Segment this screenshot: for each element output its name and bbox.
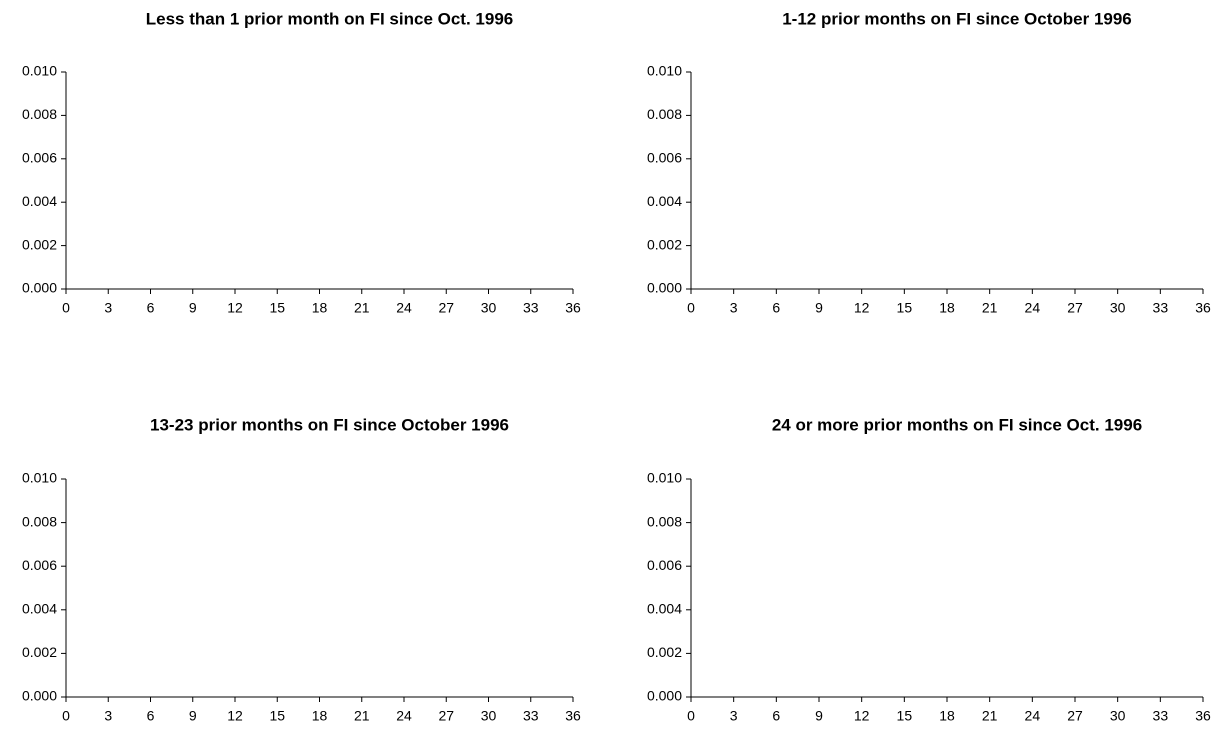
x-tick-label: 24 xyxy=(1025,300,1041,316)
x-tick-label: 9 xyxy=(189,300,197,316)
x-tick-label: 27 xyxy=(438,300,454,316)
chart-title: 1-12 prior months on FI since October 19… xyxy=(782,9,1132,28)
x-tick-label: 33 xyxy=(1153,708,1169,724)
x-tick-label: 21 xyxy=(982,708,998,724)
x-tick-label: 3 xyxy=(730,300,738,316)
x-tick-label: 36 xyxy=(1195,300,1211,316)
y-tick-label: 0.002 xyxy=(22,236,57,252)
y-tick-label: 0.000 xyxy=(647,280,682,296)
x-tick-label: 18 xyxy=(312,708,328,724)
x-tick-label: 36 xyxy=(565,708,581,724)
x-tick-label: 21 xyxy=(354,300,370,316)
x-tick-label: 33 xyxy=(523,708,539,724)
x-tick-label: 12 xyxy=(854,708,870,724)
x-tick-label: 33 xyxy=(523,300,539,316)
y-tick-label: 0.004 xyxy=(22,601,57,617)
x-tick-label: 0 xyxy=(62,708,70,724)
x-tick-label: 18 xyxy=(312,300,328,316)
x-tick-label: 3 xyxy=(730,708,738,724)
x-tick-label: 27 xyxy=(1067,708,1083,724)
y-tick-label: 0.008 xyxy=(647,513,682,529)
x-tick-label: 3 xyxy=(104,300,112,316)
x-tick-label: 30 xyxy=(1110,708,1126,724)
x-tick-label: 3 xyxy=(104,708,112,724)
x-tick-label: 36 xyxy=(565,300,581,316)
x-tick-label: 9 xyxy=(189,708,197,724)
y-tick-label: 0.006 xyxy=(22,557,57,573)
x-tick-label: 6 xyxy=(147,708,155,724)
x-tick-label: 0 xyxy=(687,708,695,724)
y-tick-label: 0.010 xyxy=(647,63,682,79)
x-tick-label: 33 xyxy=(1153,300,1169,316)
x-tick-label: 0 xyxy=(62,300,70,316)
x-tick-label: 12 xyxy=(227,300,243,316)
x-tick-label: 6 xyxy=(772,708,780,724)
x-tick-label: 18 xyxy=(939,300,955,316)
y-tick-label: 0.002 xyxy=(647,644,682,660)
x-tick-label: 6 xyxy=(147,300,155,316)
x-tick-label: 15 xyxy=(269,708,285,724)
x-tick-label: 9 xyxy=(815,708,823,724)
x-tick-label: 15 xyxy=(897,708,913,724)
y-tick-label: 0.004 xyxy=(647,601,682,617)
x-tick-label: 15 xyxy=(897,300,913,316)
y-tick-label: 0.010 xyxy=(22,63,57,79)
x-tick-label: 24 xyxy=(396,300,412,316)
x-tick-label: 24 xyxy=(1025,708,1041,724)
x-tick-label: 12 xyxy=(227,708,243,724)
x-tick-label: 30 xyxy=(1110,300,1126,316)
x-tick-label: 12 xyxy=(854,300,870,316)
x-tick-label: 36 xyxy=(1195,708,1211,724)
x-tick-label: 30 xyxy=(481,708,497,724)
x-tick-label: 21 xyxy=(354,708,370,724)
y-tick-label: 0.006 xyxy=(647,557,682,573)
x-tick-label: 27 xyxy=(438,708,454,724)
y-tick-label: 0.004 xyxy=(647,193,682,209)
x-tick-label: 9 xyxy=(815,300,823,316)
y-tick-label: 0.002 xyxy=(22,644,57,660)
x-tick-label: 27 xyxy=(1067,300,1083,316)
y-tick-label: 0.006 xyxy=(647,150,682,166)
y-tick-label: 0.010 xyxy=(647,470,682,486)
x-tick-label: 6 xyxy=(772,300,780,316)
chart-title: 13-23 prior months on FI since October 1… xyxy=(150,415,509,434)
x-tick-label: 18 xyxy=(939,708,955,724)
x-tick-label: 24 xyxy=(396,708,412,724)
y-tick-label: 0.006 xyxy=(22,150,57,166)
chart-title: 24 or more prior months on FI since Oct.… xyxy=(772,415,1142,434)
y-tick-label: 0.000 xyxy=(22,688,57,704)
y-tick-label: 0.010 xyxy=(22,470,57,486)
y-tick-label: 0.008 xyxy=(22,513,57,529)
y-tick-label: 0.004 xyxy=(22,193,57,209)
y-tick-label: 0.002 xyxy=(647,236,682,252)
x-tick-label: 0 xyxy=(687,300,695,316)
y-tick-label: 0.008 xyxy=(647,106,682,122)
y-tick-label: 0.000 xyxy=(22,280,57,296)
x-tick-label: 21 xyxy=(982,300,998,316)
chart-title: Less than 1 prior month on FI since Oct.… xyxy=(146,9,513,28)
y-tick-label: 0.008 xyxy=(22,106,57,122)
y-tick-label: 0.000 xyxy=(647,688,682,704)
x-tick-label: 15 xyxy=(269,300,285,316)
x-tick-label: 30 xyxy=(481,300,497,316)
